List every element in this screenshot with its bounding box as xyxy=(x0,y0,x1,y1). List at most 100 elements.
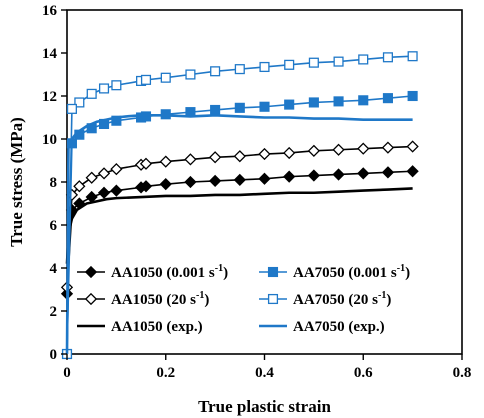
legend-label-end: ) xyxy=(386,292,391,308)
data-point xyxy=(259,61,270,73)
data-point xyxy=(140,74,152,85)
series-line xyxy=(65,114,413,355)
data-point xyxy=(184,153,197,166)
series-layer xyxy=(60,51,419,360)
data-point xyxy=(259,101,270,112)
legend-label-end: ) xyxy=(204,292,209,308)
legend-label-text: AA7050 (exp.) xyxy=(293,319,385,335)
data-point xyxy=(74,97,85,108)
data-point xyxy=(258,172,271,185)
data-point xyxy=(283,170,296,183)
legend-entry-0: AA1050 (0.001 s-1) xyxy=(77,263,228,281)
series-4 xyxy=(61,51,418,360)
data-point xyxy=(333,56,344,67)
data-point xyxy=(284,59,295,70)
series-2 xyxy=(65,187,413,264)
data-point xyxy=(307,144,320,157)
data-point xyxy=(308,97,319,108)
data-point xyxy=(184,175,197,189)
data-point xyxy=(160,72,171,83)
data-point xyxy=(110,162,123,176)
data-point xyxy=(97,186,111,199)
data-point xyxy=(267,266,279,278)
y-tick-label: 14 xyxy=(42,46,58,62)
legend-label: AA7050 (20 s-1) xyxy=(293,290,391,308)
legend-entry-1: AA1050 (20 s-1) xyxy=(77,290,209,308)
data-point xyxy=(358,54,369,65)
data-point xyxy=(406,140,419,153)
data-point xyxy=(110,184,123,197)
x-tick-label: 0.6 xyxy=(354,365,373,381)
x-tick-label: 0.2 xyxy=(156,365,175,381)
data-point xyxy=(210,104,221,116)
data-point xyxy=(98,83,110,94)
data-point xyxy=(84,265,98,279)
data-point xyxy=(233,173,246,186)
data-point xyxy=(233,150,246,163)
axes-layer: 0 2 4 6 8 10 12 14 16 0 0.2 0.4 0.6 0.8 xyxy=(42,3,471,381)
y-tick-label: 6 xyxy=(50,218,58,234)
series-line xyxy=(65,187,413,264)
legend-label: AA1050 (0.001 s-1) xyxy=(111,263,228,281)
legend-entry-2: AA1050 (exp.) xyxy=(77,319,203,335)
legend-label-superscript: -1 xyxy=(215,263,223,274)
data-point xyxy=(86,88,97,99)
data-point xyxy=(358,95,369,106)
x-axis-title: True plastic strain xyxy=(198,397,331,416)
data-point xyxy=(357,167,370,180)
data-point xyxy=(73,180,86,193)
data-point xyxy=(139,157,153,170)
data-point xyxy=(382,93,393,104)
y-tick-label: 12 xyxy=(42,89,57,105)
data-point xyxy=(66,103,77,114)
legend-label-text: AA1050 (0.001 s xyxy=(111,265,215,281)
data-point xyxy=(85,171,98,184)
data-point xyxy=(185,69,196,80)
data-point xyxy=(267,293,279,305)
data-point xyxy=(407,51,418,62)
data-point xyxy=(381,141,395,154)
legend-label: AA1050 (exp.) xyxy=(111,319,203,335)
legend-label-superscript: -1 xyxy=(378,290,386,301)
data-point xyxy=(332,168,345,181)
data-point xyxy=(139,180,153,193)
data-point xyxy=(333,96,344,107)
data-point xyxy=(382,52,393,63)
legend-entry-4: AA7050 (20 s-1) xyxy=(259,290,391,308)
data-point xyxy=(210,66,221,77)
data-point xyxy=(84,292,98,306)
data-point xyxy=(159,155,172,168)
data-point xyxy=(406,165,419,178)
data-point xyxy=(357,142,370,155)
y-tick-label: 10 xyxy=(42,132,57,148)
y-tick-label: 4 xyxy=(50,261,58,277)
data-point xyxy=(111,80,122,91)
y-tick-label: 2 xyxy=(50,304,58,320)
legend-label-superscript: -1 xyxy=(397,263,405,274)
legend-label-end: ) xyxy=(405,265,410,281)
x-tick-label: 0.4 xyxy=(255,365,274,381)
data-point xyxy=(258,147,271,161)
y-tick-label: 16 xyxy=(42,3,58,19)
legend-entry-3: AA7050 (0.001 s-1) xyxy=(259,263,410,281)
legend-label: AA1050 (20 s-1) xyxy=(111,290,209,308)
data-point xyxy=(209,151,222,164)
data-point xyxy=(284,99,295,110)
data-point xyxy=(332,143,345,156)
data-point xyxy=(159,178,172,191)
data-point xyxy=(97,167,111,180)
legend-label-text: AA1050 (exp.) xyxy=(111,319,203,335)
legend-label-text: AA7050 (0.001 s xyxy=(293,265,397,281)
legend-label: AA7050 (0.001 s-1) xyxy=(293,263,410,281)
series-5 xyxy=(65,114,413,355)
data-point xyxy=(209,174,222,188)
data-point xyxy=(234,64,245,75)
data-point xyxy=(308,57,319,68)
y-tick-label: 0 xyxy=(50,347,58,363)
legend-label-text: AA7050 (20 s xyxy=(293,292,378,308)
data-point xyxy=(283,146,296,160)
data-point xyxy=(381,166,395,179)
y-tick-label: 8 xyxy=(50,175,58,191)
data-point xyxy=(234,102,245,113)
